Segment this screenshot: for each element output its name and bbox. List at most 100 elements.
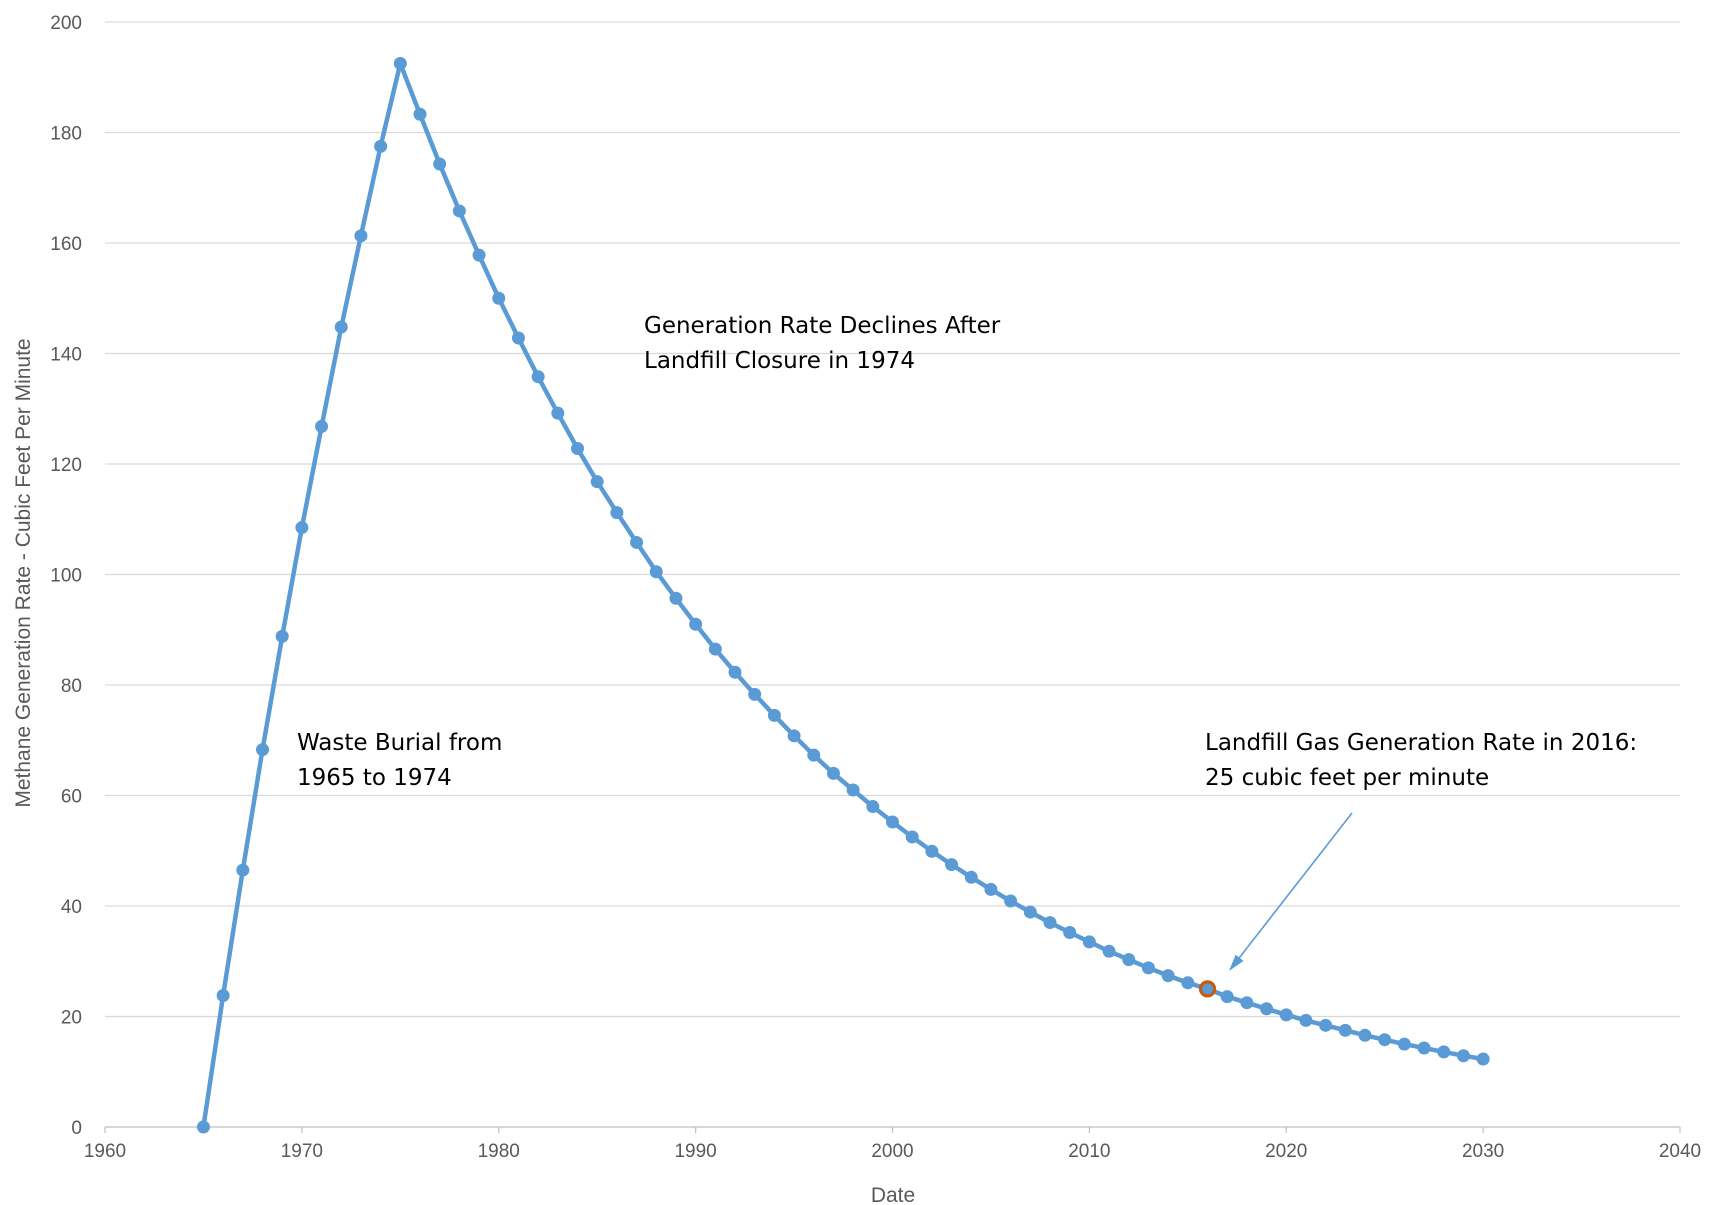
data-point-2025 [1378, 1033, 1392, 1047]
data-point-1998 [846, 783, 860, 797]
annotation-decline-line1: Generation Rate Declines After [644, 313, 1001, 339]
data-point-1968 [256, 743, 269, 757]
data-point-1995 [787, 729, 801, 743]
annotation-arrowhead [1229, 954, 1244, 971]
data-point-1981 [511, 331, 525, 345]
data-point-2010 [1082, 935, 1096, 949]
data-point-1965 [196, 1120, 210, 1134]
highlight-point-2016 [1198, 980, 1217, 998]
data-point-1983 [551, 406, 565, 420]
x-tick-label-1960: 1960 [84, 1141, 126, 1162]
data-point-1971 [315, 419, 329, 433]
y-tick-label-40: 40 [61, 897, 82, 918]
data-point-2015 [1181, 976, 1195, 990]
data-point-1994 [767, 708, 781, 722]
x-tick-label-2020: 2020 [1265, 1141, 1307, 1162]
x-tick-labels: 1960 1970 1980 1990 2000 2010 2020 2030 2040 [84, 1127, 1701, 1162]
data-point-1969 [275, 629, 289, 643]
data-point-1979 [472, 248, 486, 262]
data-point-1973 [354, 229, 368, 243]
data-point-2005 [984, 882, 998, 896]
data-point-1989 [669, 591, 683, 605]
data-point-2009 [1063, 926, 1077, 940]
data-point-1980 [492, 291, 506, 305]
y-tick-label-200: 200 [50, 13, 82, 34]
y-tick-label-80: 80 [61, 676, 82, 697]
data-point-1967 [236, 863, 250, 877]
data-point-1992 [728, 665, 742, 679]
data-point-2024 [1358, 1028, 1372, 1042]
data-point-1993 [748, 687, 762, 701]
data-point-1972 [334, 320, 348, 334]
data-point-2020 [1279, 1008, 1293, 1022]
series-group [196, 56, 1490, 1134]
data-point-1991 [708, 642, 722, 656]
data-point-2027 [1417, 1041, 1431, 1055]
x-axis-title: Date [871, 1184, 915, 1205]
data-point-1996 [807, 748, 821, 762]
y-tick-label-180: 180 [50, 124, 82, 145]
annotation-decline-line2: Landfill Closure in 1974 [644, 348, 915, 374]
data-point-1997 [826, 766, 840, 780]
data-point-1990 [689, 617, 703, 631]
data-point-2001 [905, 830, 919, 844]
y-tick-label-60: 60 [61, 787, 82, 808]
y-tick-labels: 0 20 40 60 80 100 120 140 160 180 200 [50, 13, 82, 1139]
data-point-2018 [1240, 996, 1254, 1010]
data-point-2013 [1141, 961, 1155, 975]
data-point-1987 [630, 535, 644, 549]
annotation-2016-rate-line2: 25 cubic feet per minute [1205, 765, 1489, 791]
data-point-2017 [1220, 990, 1234, 1004]
annotation-arrow [1229, 812, 1353, 971]
data-point-1982 [531, 370, 545, 384]
y-axis-title: Methane Generation Rate - Cubic Feet Per… [12, 338, 35, 807]
annotation-decline: Generation Rate Declines After Landfill … [644, 313, 1001, 374]
annotation-2016-rate-line1: Landfill Gas Generation Rate in 2016: [1205, 730, 1637, 756]
data-point-1976 [413, 107, 427, 121]
data-point-2022 [1319, 1018, 1333, 1032]
x-tick-label-2030: 2030 [1462, 1141, 1504, 1162]
data-point-2029 [1456, 1049, 1470, 1063]
annotation-2016-rate: Landfill Gas Generation Rate in 2016: 25… [1205, 730, 1637, 791]
y-tick-label-160: 160 [50, 234, 82, 255]
data-point-2021 [1299, 1013, 1313, 1027]
annotation-arrow-line [1235, 812, 1353, 963]
data-point-2014 [1161, 969, 1175, 983]
data-point-2023 [1338, 1023, 1352, 1037]
x-tick-label-2000: 2000 [871, 1141, 913, 1162]
data-point-2030 [1476, 1052, 1490, 1066]
data-point-1977 [433, 157, 447, 171]
data-point-1978 [452, 204, 466, 218]
data-point-1966 [216, 989, 230, 1003]
y-tick-label-140: 140 [50, 345, 82, 366]
y-tick-label-120: 120 [50, 455, 82, 476]
data-point-2002 [925, 844, 939, 858]
x-tick-label-1990: 1990 [674, 1141, 716, 1162]
data-point-2003 [945, 858, 959, 872]
annotation-waste-burial: Waste Burial from 1965 to 1974 [297, 730, 502, 791]
data-point-1974 [374, 139, 388, 153]
annotation-waste-burial-line1: Waste Burial from [297, 730, 502, 756]
data-point-2026 [1397, 1037, 1411, 1051]
y-tick-label-20: 20 [61, 1008, 82, 1029]
data-point-1986 [610, 506, 624, 520]
data-point-1984 [571, 442, 584, 456]
x-tick-label-2010: 2010 [1068, 1141, 1110, 1162]
data-point-1999 [866, 800, 880, 814]
data-point-1975 [393, 56, 407, 70]
data-point-2008 [1043, 916, 1057, 930]
data-point-1970 [295, 521, 309, 535]
data-point-2012 [1122, 953, 1136, 967]
data-point-1988 [649, 565, 663, 579]
y-tick-label-0: 0 [71, 1118, 82, 1139]
x-tick-label-2040: 2040 [1659, 1141, 1701, 1162]
series-line-0 [201, 61, 1486, 1130]
data-point-2006 [1004, 894, 1018, 908]
gridlines [105, 21, 1680, 1128]
x-tick-label-1980: 1980 [478, 1141, 520, 1162]
data-point-1985 [590, 475, 604, 489]
data-point-2019 [1260, 1002, 1274, 1016]
data-point-2007 [1023, 905, 1037, 919]
x-tick-label-1970: 1970 [281, 1141, 323, 1162]
data-point-2011 [1102, 944, 1116, 958]
